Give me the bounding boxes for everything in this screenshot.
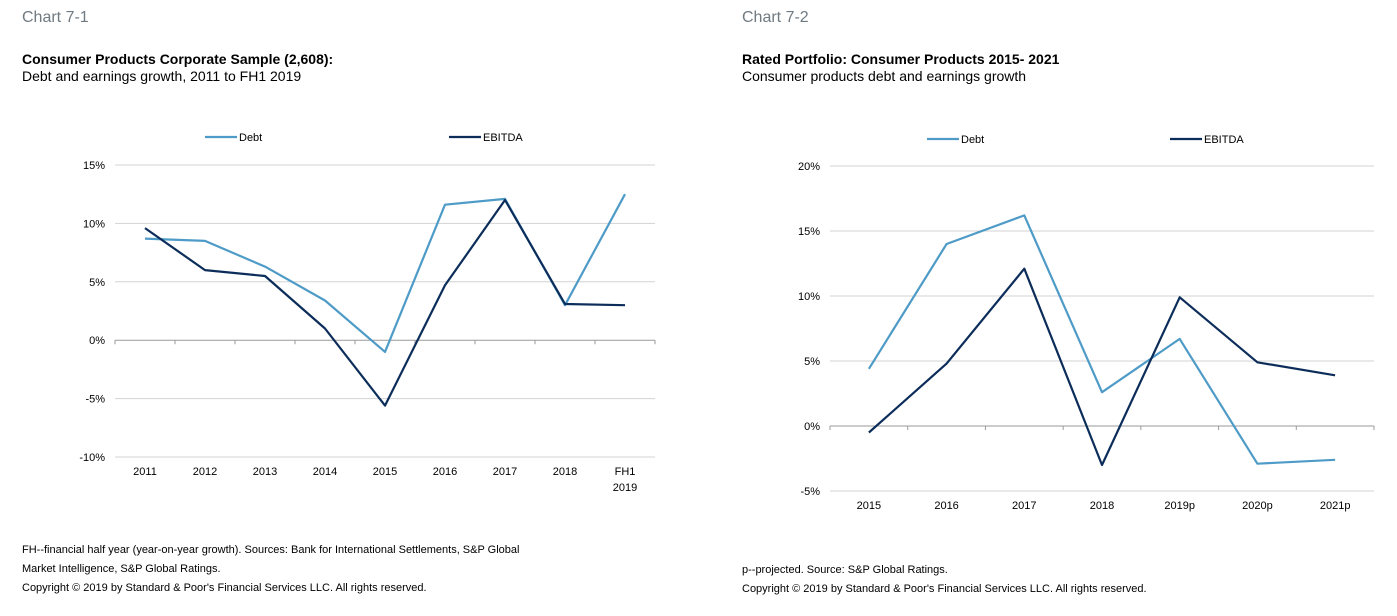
y-tick-label: -5% <box>800 486 820 498</box>
y-tick-label: 5% <box>89 277 105 289</box>
series-line-ebitda <box>144 198 626 407</box>
x-tick-label: 2015 <box>857 500 881 512</box>
chart-title: Rated Portfolio: Consumer Products 2015-… <box>742 51 1060 67</box>
y-tick-label: 15% <box>798 226 820 238</box>
chart-subtitle: Consumer products debt and earnings grow… <box>742 68 1027 84</box>
y-tick-label: 0% <box>89 335 105 347</box>
x-tick-label: 2016 <box>433 466 457 478</box>
chart-number: Chart 7-2 <box>742 9 809 26</box>
x-tick-label: 2020p <box>1242 500 1273 512</box>
x-tick-label: 2017 <box>493 466 517 478</box>
x-tick-label: 2015 <box>373 466 397 478</box>
x-tick-label: 2017 <box>1012 500 1036 512</box>
footnote-line: p--projected. Source: S&P Global Ratings… <box>742 564 948 576</box>
series-line-debt <box>867 214 1336 465</box>
copyright: Copyright © 2019 by Standard & Poor's Fi… <box>742 583 1147 595</box>
y-tick-label: 0% <box>804 421 820 433</box>
series-line-ebitda <box>868 267 1336 467</box>
x-tick-label: 2018 <box>1090 500 1114 512</box>
chart-7-2-panel: Chart 7-2 Rated Portfolio: Consumer Prod… <box>720 0 1397 616</box>
chart-number: Chart 7-1 <box>22 9 89 26</box>
footnote-line: FH--financial half year (year-on-year gr… <box>22 544 520 556</box>
chart-subtitle: Debt and earnings growth, 2011 to FH1 20… <box>22 68 302 84</box>
y-tick-label: -5% <box>85 394 105 406</box>
x-tick-label: 2013 <box>253 466 277 478</box>
y-tick-label: 15% <box>83 160 105 172</box>
x-tick-label: 2011 <box>133 466 157 478</box>
footnote-line: Market Intelligence, S&P Global Ratings. <box>22 563 221 575</box>
legend-label-debt: Debt <box>961 134 984 146</box>
copyright: Copyright © 2019 by Standard & Poor's Fi… <box>22 582 427 594</box>
chart-title: Consumer Products Corporate Sample (2,60… <box>22 51 334 67</box>
footnote: FH--financial half year (year-on-year gr… <box>22 541 519 579</box>
legend-label-debt: Debt <box>239 132 262 144</box>
chart-7-1-plot: -10% -5% 0% 5% 10% 15% 2011 2012 2013 2014 2015 201… <box>79 132 656 494</box>
x-tick-label: FH1 2019 <box>613 466 637 494</box>
y-tick-label: -10% <box>79 452 105 464</box>
x-tick-label: 2012 <box>193 466 217 478</box>
x-tick-label: 2021p <box>1320 500 1351 512</box>
x-tick-label: 2018 <box>553 466 577 478</box>
chart-7-1-panel: Chart 7-1 Consumer Products Corporate Sa… <box>22 9 656 594</box>
legend-label-ebitda: EBITDA <box>483 132 523 144</box>
chart-7-2-plot: -5% 0% 5% 10% 15% 20% 2015 2016 2017 2018 2019p 202… <box>798 134 1375 512</box>
x-tick-label: 2019p <box>1164 500 1195 512</box>
legend-label-ebitda: EBITDA <box>1204 134 1244 146</box>
series-line-debt <box>144 193 626 353</box>
footnote: p--projected. Source: S&P Global Ratings… <box>742 561 948 580</box>
y-tick-label: 5% <box>804 356 820 368</box>
y-tick-label: 20% <box>798 161 820 173</box>
y-tick-label: 10% <box>83 218 105 230</box>
x-tick-label: 2014 <box>313 466 337 478</box>
x-tick-label: 2016 <box>934 500 958 512</box>
y-tick-label: 10% <box>798 291 820 303</box>
